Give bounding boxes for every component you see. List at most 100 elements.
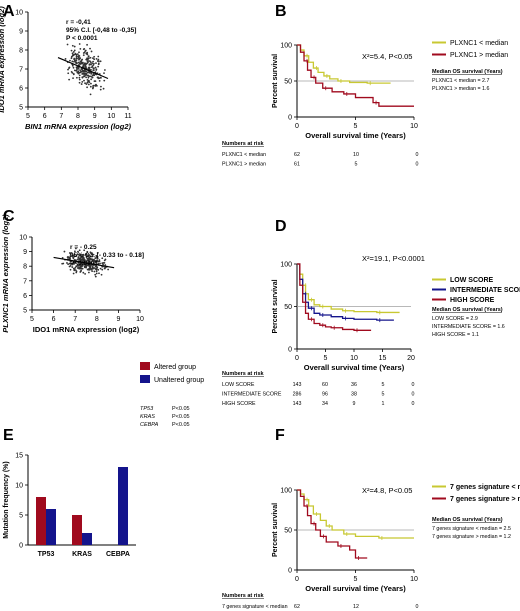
scatter-point	[86, 61, 89, 64]
scatter-point	[80, 269, 83, 272]
scatter-point	[71, 254, 74, 257]
scatter-point	[91, 62, 94, 65]
scatter-point	[100, 85, 102, 88]
pvalue-gene: CEBPA	[140, 422, 159, 428]
scatter-point	[75, 55, 78, 58]
scatter-point	[85, 83, 88, 85]
scatter-point	[73, 69, 76, 72]
y-tick-label: 15	[15, 453, 23, 460]
scatter-point	[94, 84, 97, 87]
y-tick-label: 8	[19, 48, 23, 55]
legend-label: 7 genes signature < median	[450, 484, 520, 491]
scatter-point	[70, 57, 73, 60]
risk-table-value: 34	[322, 401, 328, 407]
y-tick-label: 5	[23, 308, 27, 315]
scatter-point	[94, 267, 97, 270]
risk-table-value: 143	[293, 382, 302, 388]
scatter-point	[92, 69, 95, 72]
scatter-point	[75, 53, 78, 56]
scatter-point	[83, 51, 86, 54]
scatter-point	[86, 86, 89, 89]
scatter-point	[87, 76, 90, 79]
risk-table-row-label: PLXNC1 > median	[222, 162, 266, 168]
scatter-point	[103, 72, 105, 75]
median-os-entry: INTERMEDIATE SCORE = 1.6	[432, 324, 505, 330]
x-tick-label: 8	[95, 316, 99, 323]
median-os-entry: PLXNC1 < median = 2.7	[432, 78, 489, 84]
scatter-point	[78, 74, 81, 77]
scatter-point	[98, 79, 101, 82]
scatter-point	[78, 78, 81, 81]
x-axis-label: Overall survival time (Years)	[304, 363, 405, 372]
risk-table-value: 5	[382, 392, 385, 398]
risk-table-title: Numbers at risk	[222, 371, 265, 377]
scatter-point	[90, 75, 92, 78]
bar	[46, 509, 56, 545]
scatter-point	[92, 74, 95, 77]
x-tick-label: 10	[107, 113, 115, 120]
y-tick-label: 100	[280, 488, 292, 495]
scatter-point	[95, 57, 98, 60]
scatter-point	[87, 74, 89, 77]
scatter-point	[75, 59, 78, 62]
risk-table-value: 12	[353, 604, 359, 610]
scatter-point	[82, 54, 85, 57]
scatter-point	[77, 71, 80, 73]
y-tick-label: 8	[23, 264, 27, 271]
scatter-point	[95, 62, 97, 64]
scatter-point	[96, 259, 99, 262]
scatter-point	[82, 271, 85, 274]
scatter-point	[68, 66, 71, 69]
scatter-point	[73, 263, 75, 265]
scatter-point	[82, 75, 85, 78]
legend-label: HIGH SCORE	[450, 297, 495, 304]
risk-table-title: Numbers at risk	[222, 141, 265, 147]
scatter-point	[95, 254, 98, 257]
scatter-point	[99, 88, 102, 91]
scatter-point	[79, 69, 82, 72]
scatter-point	[86, 71, 89, 74]
scatter-point	[93, 264, 95, 267]
risk-table-value: 0	[412, 382, 415, 388]
scatter-point	[82, 64, 85, 66]
survival-curve	[297, 44, 414, 107]
scatter-point	[84, 50, 87, 53]
scatter-point	[69, 257, 72, 260]
risk-table-row-label: INTERMEDIATE SCORE	[222, 392, 282, 398]
scatter-point	[77, 67, 80, 70]
scatter-point	[78, 76, 81, 79]
scatter-point	[94, 257, 97, 260]
x-tick-label: 9	[116, 316, 120, 323]
scatter-point	[92, 67, 95, 70]
y-axis-label: Mutation frequency (%)	[3, 461, 10, 538]
scatter-point	[66, 43, 69, 46]
scatter-point	[94, 273, 97, 276]
x-tick-label: 6	[52, 316, 56, 323]
y-tick-label: 0	[288, 568, 292, 575]
x-tick-label: 10	[410, 123, 418, 130]
scatter-point	[97, 63, 100, 66]
median-os-entry: 7 genes signature < median = 2.5	[432, 526, 511, 532]
risk-table-value: 0	[416, 152, 419, 158]
pvalue-gene: KRAS	[140, 414, 155, 420]
scatter-point	[86, 257, 89, 260]
scatter-point	[99, 262, 101, 265]
scatter-point	[63, 250, 66, 253]
scatter-point	[74, 250, 76, 253]
scatter-point	[89, 47, 91, 50]
y-tick-label: 7	[23, 278, 27, 285]
scatter-point	[89, 56, 92, 59]
pvalue-gene: TP53	[140, 406, 154, 412]
scatter-point	[75, 255, 77, 257]
category-label: KRAS	[72, 551, 92, 558]
scatter-point	[89, 93, 92, 96]
scatter-point	[80, 83, 83, 85]
scatter-point	[91, 265, 94, 267]
scatter-point	[103, 259, 106, 262]
scatter-point	[72, 73, 75, 75]
scatter-point	[72, 267, 75, 270]
scatter-point	[74, 61, 77, 63]
scatter-point	[83, 249, 86, 252]
scatter-point	[93, 80, 96, 83]
